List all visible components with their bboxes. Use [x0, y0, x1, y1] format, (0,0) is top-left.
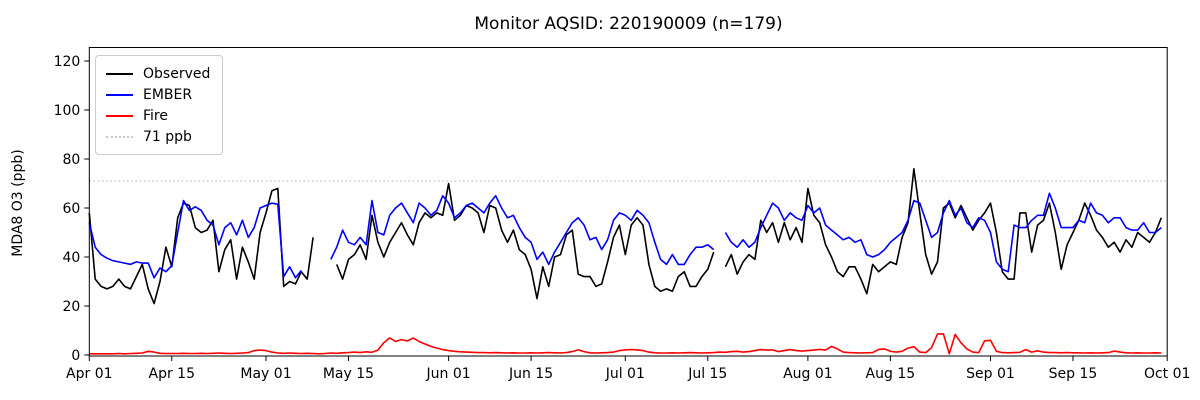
- y-tick-label: 0: [71, 348, 80, 364]
- legend-label-threshold: 71 ppb: [143, 128, 192, 145]
- chart-title: Monitor AQSID: 220190009 (n=179): [474, 14, 783, 34]
- y-tick-label: 120: [54, 54, 81, 70]
- x-tick-label: Aug 15: [866, 366, 916, 382]
- x-tick-label: Jul 15: [687, 366, 727, 382]
- ember-line-swatch: [106, 93, 133, 96]
- x-tick-label: Apr 15: [149, 366, 195, 382]
- x-tick-label: May 15: [323, 366, 374, 382]
- series-line-ember: [88, 192, 1162, 279]
- fire-line-swatch: [106, 114, 133, 117]
- x-tick-label: Jul 01: [605, 366, 645, 382]
- x-tick-label: Oct 01: [1144, 366, 1190, 382]
- x-tick-label: May 01: [240, 366, 291, 382]
- y-tick-label: 40: [62, 250, 80, 266]
- legend: Observed EMBER Fire 71 ppb: [95, 55, 224, 155]
- y-tick-label: 100: [54, 103, 81, 119]
- x-tick-label: Sep 01: [966, 366, 1015, 382]
- legend-item-fire: Fire: [106, 105, 210, 126]
- x-tick-label: Jun 01: [426, 366, 471, 382]
- axes-frame: [88, 47, 1168, 357]
- series-line-fire: [89, 333, 1162, 355]
- x-tick-label: Jun 15: [508, 366, 553, 382]
- x-tick-label: Aug 01: [783, 366, 833, 382]
- series-line-observed: [88, 168, 1163, 305]
- x-tick-label: Apr 01: [66, 366, 112, 382]
- observed-line-swatch: [106, 72, 133, 75]
- legend-label-fire: Fire: [143, 107, 168, 124]
- legend-label-ember: EMBER: [143, 86, 193, 103]
- y-tick-label: 20: [62, 299, 80, 315]
- legend-label-observed: Observed: [143, 65, 211, 82]
- threshold-line-swatch: [106, 135, 133, 138]
- legend-item-observed: Observed: [106, 63, 210, 84]
- legend-item-threshold: 71 ppb: [106, 126, 210, 147]
- y-tick-label: 80: [62, 152, 80, 168]
- y-tick-label: 60: [62, 201, 80, 217]
- x-tick-label: Sep 15: [1049, 366, 1098, 382]
- legend-item-ember: EMBER: [106, 84, 210, 105]
